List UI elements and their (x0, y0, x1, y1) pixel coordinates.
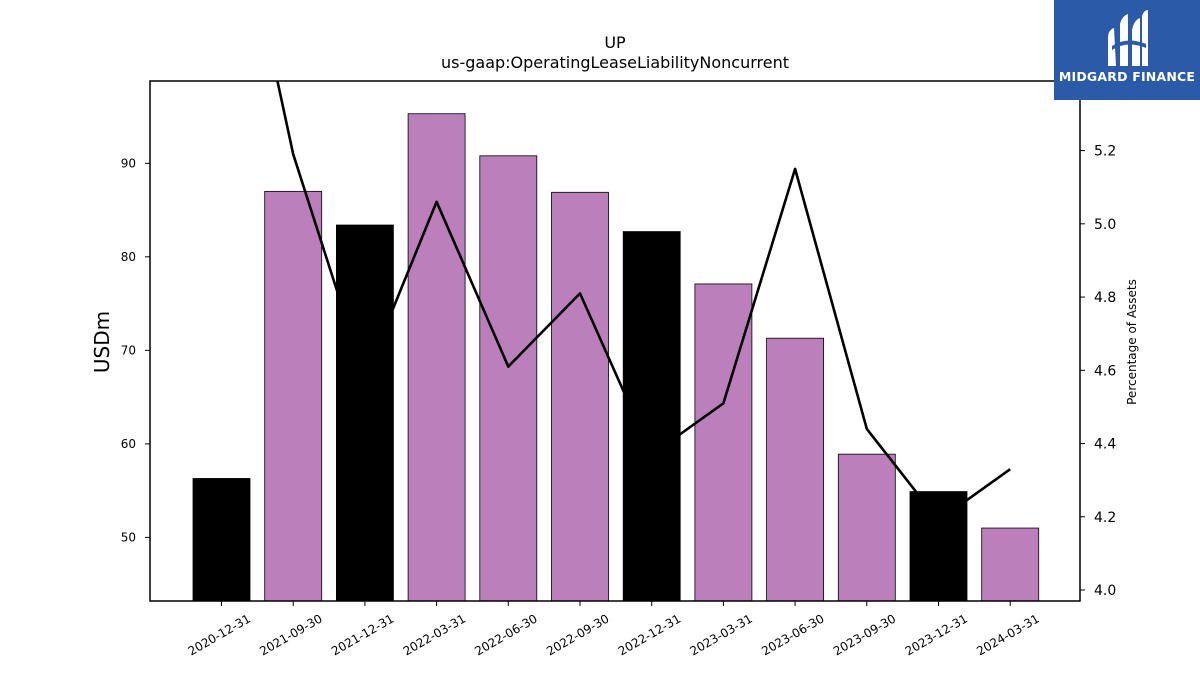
bar-2023-09-30 (837, 453, 896, 602)
y-axis-left: 50 60 70 80 90 (121, 156, 150, 544)
y-axis-label: USDm (90, 311, 114, 373)
y2-axis-label: Percentage of Assets (1125, 279, 1139, 405)
y2-tick-label: 4.0 (1094, 583, 1116, 599)
x-tick-label: 2023-12-31 (903, 611, 970, 658)
x-tick-label: 2022-06-30 (472, 611, 539, 658)
y2-tick-label: 4.8 (1094, 290, 1116, 306)
plot-frame (149, 80, 1081, 602)
line-percentage-of-assets (276, 81, 1011, 522)
bars-group (192, 113, 1040, 602)
x-tick-label: 2023-06-30 (759, 611, 826, 658)
y2-tick-label: 5.0 (1094, 217, 1116, 233)
x-tick-label: 2023-03-31 (687, 611, 754, 658)
y2-tick-label: 4.2 (1094, 510, 1116, 526)
midgard-logo-icon (1108, 10, 1148, 66)
bar-2023-03-31 (694, 283, 753, 602)
x-tick-label: 2021-09-30 (257, 611, 324, 658)
bar-2021-09-30 (264, 190, 323, 602)
y-tick-label: 50 (121, 530, 136, 544)
bar-2021-12-31 (335, 224, 394, 602)
y2-tick-label: 5.2 (1094, 144, 1116, 160)
bar-2023-12-31 (909, 491, 968, 602)
chart-title: UP (604, 33, 626, 52)
x-tick-label: 2022-03-31 (401, 611, 468, 658)
midgard-finance-logo: MIDGARD FINANCE (1054, 0, 1200, 100)
bar-2022-12-31 (622, 231, 681, 602)
x-tick-label: 2023-09-30 (831, 611, 898, 658)
y2-tick-label: 4.6 (1094, 363, 1116, 379)
y-tick-label: 90 (121, 156, 136, 170)
bar-2024-03-31 (981, 527, 1040, 602)
bar-2023-06-30 (766, 337, 824, 602)
line-group (276, 81, 1011, 522)
y2-tick-label: 4.4 (1094, 437, 1116, 453)
bar-2020-12-31 (192, 478, 251, 602)
logo-text: MIDGARD FINANCE (1058, 69, 1196, 84)
bar-2022-06-30 (479, 155, 538, 602)
x-tick-label: 2021-12-31 (329, 611, 396, 658)
x-tick-label: 2022-09-30 (544, 611, 611, 658)
x-axis: 2020-12-31 2021-09-30 2021-12-31 2022-03-31… (186, 601, 1042, 658)
x-tick-label: 2024-03-31 (974, 611, 1041, 658)
y-tick-label: 60 (121, 437, 136, 451)
y-tick-label: 80 (121, 250, 136, 264)
y-tick-label: 70 (121, 343, 136, 357)
bar-2022-09-30 (551, 191, 609, 602)
x-tick-label: 2020-12-31 (186, 611, 253, 658)
chart-subtitle: us-gaap:OperatingLeaseLiabilityNoncurren… (441, 53, 789, 72)
bar-2022-03-31 (407, 113, 466, 602)
x-tick-label: 2022-12-31 (616, 611, 683, 658)
y-axis-right: 4.0 4.2 4.4 4.6 4.8 5.0 5.2 (1080, 144, 1116, 599)
